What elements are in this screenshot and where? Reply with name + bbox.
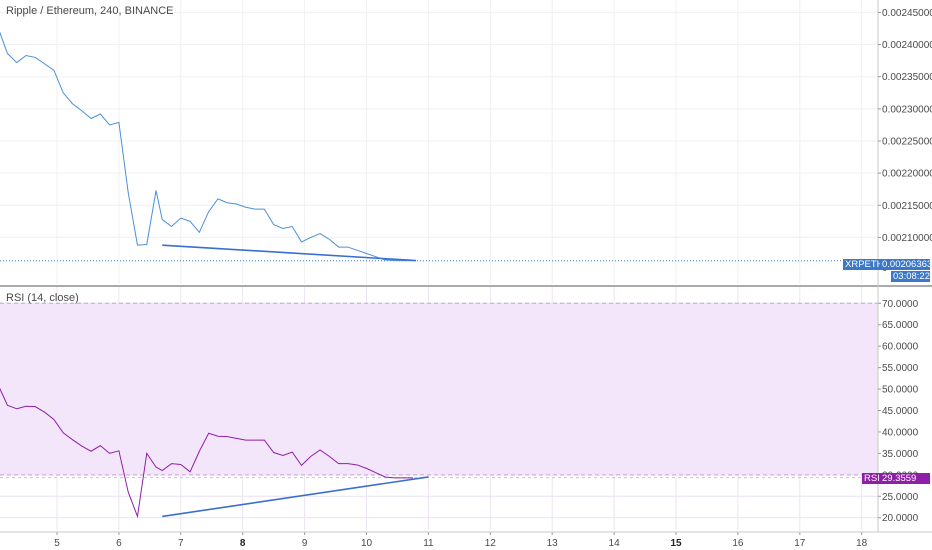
time-tick-label: 10: [361, 538, 373, 549]
rsi-tick-label: 35.0000: [882, 449, 919, 460]
rsi-tick-label: 45.0000: [882, 406, 919, 417]
rsi-tick-label: 25.0000: [882, 492, 919, 503]
last-price-tag: 0.00206363: [880, 259, 932, 270]
rsi-band: [0, 303, 878, 475]
price-tick-label: 0.00225000: [882, 137, 932, 148]
rsi-axis[interactable]: 70.0000 65.0000 60.0000 55.0000 50.0000 45.00…: [878, 299, 919, 524]
rsi-tick-label: 20.0000: [882, 513, 919, 524]
rsi-tick-label: 70.0000: [882, 299, 919, 310]
chart-title[interactable]: Ripple / Ethereum, 240, BINANCE: [6, 5, 174, 17]
price-tick-label: 0.00240000: [882, 40, 932, 51]
symbol-price-tag: XRPETH: [843, 259, 886, 270]
time-tick-label: 17: [794, 538, 806, 549]
time-tick-label: 9: [302, 538, 308, 549]
time-tick-label: 16: [732, 538, 744, 549]
price-trendline[interactable]: [162, 244, 417, 262]
rsi-indicator-title[interactable]: RSI (14, close): [6, 292, 79, 304]
time-tick-label: 15: [670, 538, 682, 549]
rsi-trendline[interactable]: [162, 476, 429, 518]
rsi-tick-label: 60.0000: [882, 342, 919, 353]
rsi-tick-label: 50.0000: [882, 385, 919, 396]
time-tick-label: 11: [423, 538, 434, 549]
time-tick-label: 14: [609, 538, 621, 549]
price-tick-label: 0.00235000: [882, 72, 932, 83]
time-tick-label: 5: [54, 538, 60, 549]
rsi-value-tag: 29.3559: [880, 473, 930, 484]
price-tick-label: 0.00220000: [882, 169, 932, 180]
rsi-tick-label: 40.0000: [882, 427, 919, 438]
rsi-tick-label: 65.0000: [882, 320, 919, 331]
time-tick-label: 8: [240, 538, 246, 549]
time-tick-label: 12: [485, 538, 497, 549]
price-tick-label: 0.00210000: [882, 233, 932, 244]
price-axis[interactable]: 0.00245000 0.00240000 0.00235000 0.00230000…: [878, 8, 932, 274]
time-tick-label: 18: [856, 538, 868, 549]
time-tick-label: 13: [547, 538, 559, 549]
price-tick-label: 0.00230000: [882, 104, 932, 115]
rsi-label-tag: RSI: [862, 473, 882, 484]
time-axis[interactable]: 5 6 7 8 9 10 11 12 13 14 15 16 17 18: [54, 532, 868, 549]
price-tick-label: 0.00215000: [882, 201, 932, 212]
time-tick-label: 7: [178, 538, 184, 549]
price-line-series: [0, 31, 413, 262]
time-tick-label: 6: [116, 538, 122, 549]
rsi-tick-label: 55.0000: [882, 363, 919, 374]
rsi-line-series: [0, 387, 413, 519]
bar-countdown-tag: 03:08:22: [891, 271, 930, 282]
price-tick-label: 0.00245000: [882, 8, 932, 19]
